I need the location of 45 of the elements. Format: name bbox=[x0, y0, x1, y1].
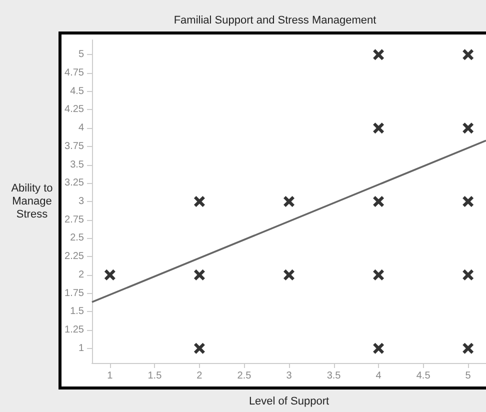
x-axis-title: Level of Support bbox=[248, 396, 330, 408]
x-tick-label: 1.5 bbox=[148, 370, 162, 382]
point bbox=[462, 196, 474, 207]
point bbox=[194, 196, 205, 207]
x-tick-label: 5 bbox=[465, 370, 472, 382]
y-tick-label: 2 bbox=[78, 269, 84, 280]
y-tick-label: 1.75 bbox=[64, 288, 84, 299]
point bbox=[462, 122, 474, 134]
x-tick-label: 3.5 bbox=[326, 370, 342, 382]
point bbox=[373, 196, 384, 207]
point bbox=[462, 49, 474, 60]
point bbox=[284, 269, 294, 280]
y-tick-label: 4.25 bbox=[64, 104, 84, 116]
point bbox=[104, 269, 116, 280]
y-tick-label: 1.5 bbox=[70, 306, 84, 318]
y-tick-label: 1.25 bbox=[64, 324, 84, 336]
point bbox=[462, 342, 474, 354]
y-tick-label: 4.5 bbox=[70, 86, 84, 97]
point bbox=[462, 269, 474, 280]
x-tick-label: 2 bbox=[196, 370, 203, 382]
y-tick-label: 4 bbox=[78, 122, 84, 134]
point bbox=[194, 342, 205, 354]
y-tick-label: 2.5 bbox=[70, 232, 84, 244]
point bbox=[373, 269, 384, 280]
point bbox=[373, 342, 384, 354]
y-tick-label: 1 bbox=[78, 342, 84, 354]
x-tick-label: 4 bbox=[376, 370, 382, 382]
x-tick-label: 1 bbox=[107, 370, 114, 382]
y-tick-label: 2.25 bbox=[64, 251, 84, 262]
y-tick-label: 2.75 bbox=[64, 214, 84, 226]
y-tick-label: 5 bbox=[78, 49, 84, 60]
y-axis-title: Ability to Manage Stress bbox=[11, 182, 53, 220]
point bbox=[194, 269, 205, 280]
x-tick-label: 4.5 bbox=[416, 370, 431, 382]
x-tick-label: 3 bbox=[286, 370, 292, 382]
point bbox=[373, 122, 384, 134]
chart-title: Familial Support and Stress Management bbox=[174, 14, 376, 26]
point bbox=[284, 196, 294, 207]
y-tick-label: 3.25 bbox=[64, 178, 84, 189]
y-tick-label: 4.75 bbox=[64, 68, 84, 79]
point bbox=[373, 49, 384, 60]
y-tick-label: 3.75 bbox=[64, 140, 84, 152]
x-tick-label: 2.5 bbox=[237, 370, 252, 382]
y-tick-label: 3.5 bbox=[70, 159, 84, 170]
y-tick-label: 3 bbox=[78, 196, 84, 207]
